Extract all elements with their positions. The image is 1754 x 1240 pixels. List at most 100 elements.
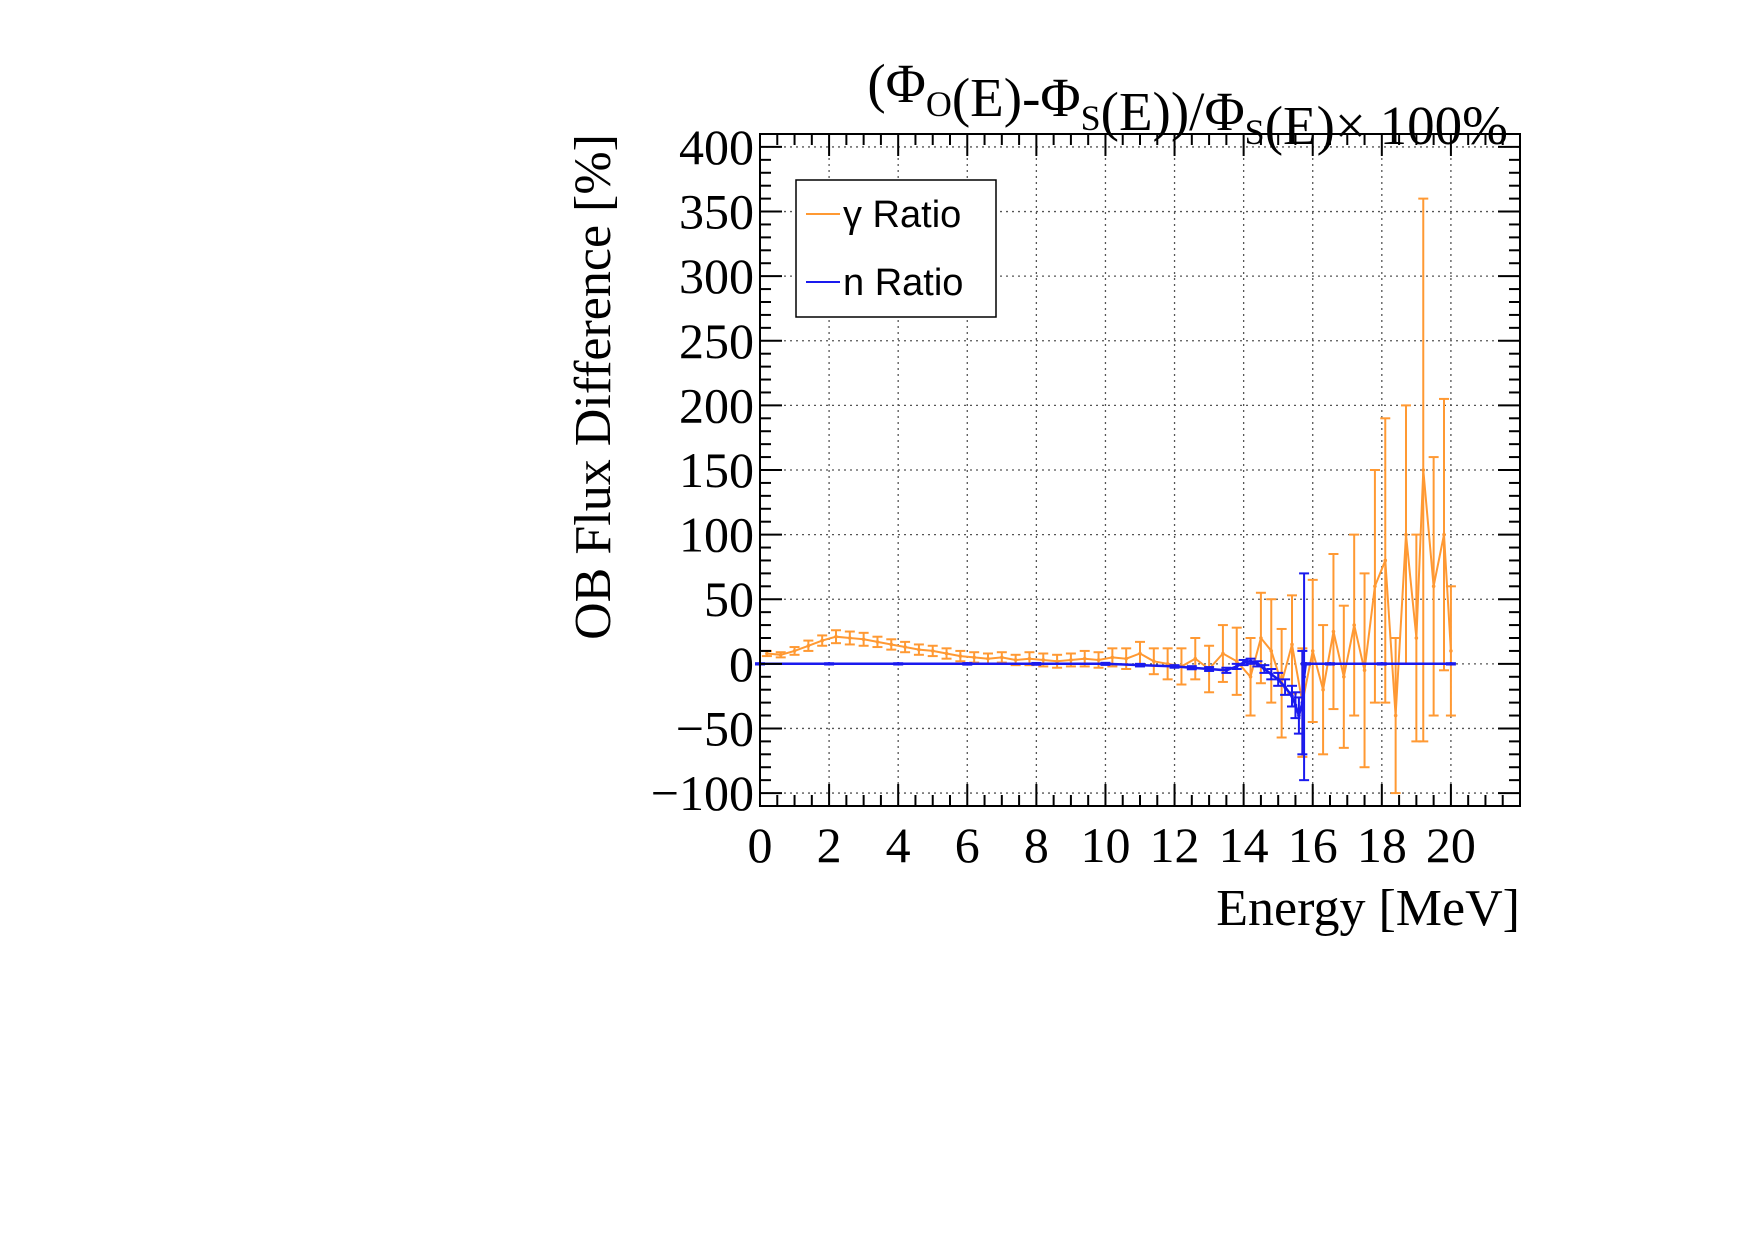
chart-title-subscript: S [1245,112,1265,152]
data-point [1276,677,1280,682]
y-tick-label: 50 [704,571,754,627]
data-point [1449,649,1453,653]
data-point [1442,532,1446,537]
x-tick-label: 4 [886,817,911,873]
ticks [759,133,1521,807]
data-point [930,649,935,653]
legend-label: n Ratio [843,262,963,304]
data-point [1207,667,1211,671]
data-point [1248,674,1253,679]
data-point [1103,662,1108,666]
y-tick-label: −100 [651,765,754,821]
tick-labels: 0 2 4 6 8 10 12 14 16 18 2040035030025020015010050… [651,119,1476,873]
data-point [861,637,866,642]
data-point [1165,662,1170,666]
data-point [848,636,852,640]
data-point [1302,674,1306,679]
data-point [765,651,769,656]
data-point [875,640,880,644]
data-point [1404,532,1408,537]
data-point [1152,659,1156,664]
x-tick-label: 12 [1150,817,1200,873]
y-tick-label: 0 [729,636,754,692]
data-point [1041,658,1046,662]
y-tick-label: −50 [676,700,754,756]
data-point [1013,658,1018,662]
data-point [792,649,797,653]
data-point [1224,668,1229,673]
chart-title-part: (E))/Φ [1101,81,1245,142]
data-point [1269,649,1274,653]
data-point [1352,623,1356,627]
y-tick-label: 250 [679,313,754,369]
x-tick-label: 18 [1357,817,1407,873]
data-point [1290,642,1294,647]
data-point [1380,662,1384,666]
data-point [1027,656,1032,661]
x-axis-label: Energy [MeV] [1216,880,1520,937]
data-point [1421,468,1426,472]
data-point [1234,664,1239,669]
chart-title-subscript: O [926,84,952,124]
data-point [1082,656,1087,661]
data-point [1110,655,1115,660]
data-point [1055,659,1059,664]
data-point [1321,687,1325,692]
data-point [1293,703,1298,707]
legend: γ Ratio n Ratio [795,179,997,318]
x-tick-label: 0 [748,817,773,873]
data-point [1034,662,1039,666]
data-point [944,651,949,656]
x-tick-label: 6 [955,817,980,873]
data-point [1221,651,1225,656]
legend-label: γ Ratio [843,194,961,236]
y-tick-label: 200 [679,377,754,433]
data-point [1331,629,1336,634]
x-tick-label: 8 [1024,817,1049,873]
chart-title: (ΦO(E)-ΦS(E))/ΦS(E)× 100% [867,53,1508,156]
data-point [1328,662,1332,666]
data-point [958,654,963,658]
x-tick-label: 20 [1426,817,1476,873]
data-point [1096,658,1101,662]
chart-title-subscript: S [1081,98,1101,138]
y-tick-label: 150 [679,442,754,498]
chart-title-part: (Φ [867,53,926,114]
data-point [1069,658,1073,662]
data-point [1190,665,1194,670]
data-point [1297,713,1301,718]
data-point [1259,636,1263,640]
data-point [986,656,990,661]
y-tick-label: 350 [679,184,754,240]
data-point [1304,662,1308,666]
x-tick-label: 2 [817,817,842,873]
data-point [1138,651,1142,656]
data-point [972,655,976,660]
data-point [778,653,783,657]
chart-title-part: (E)× 100% [1265,95,1508,156]
x-tick-label: 10 [1080,817,1130,873]
data-point [1283,685,1287,689]
data-point [1172,664,1177,669]
data-point [889,642,894,647]
data-point [1124,656,1128,661]
data-point [1241,660,1246,665]
data-point [903,645,907,649]
data-point [1373,584,1377,589]
x-tick-label: 14 [1219,817,1269,873]
data-point [1193,656,1198,661]
series-1 [755,572,1456,782]
data-point [1255,662,1260,666]
series-layer [755,197,1456,795]
y-tick-label: 400 [679,119,754,175]
data-point [1269,672,1274,676]
data-point [827,662,831,666]
y-tick-label: 300 [679,248,754,304]
data-point [896,662,900,666]
data-point [1431,584,1436,589]
data-point [1414,636,1419,640]
y-axis-label: OB Flux Difference [%] [565,134,622,640]
data-point [806,643,811,648]
data-point [965,662,970,666]
